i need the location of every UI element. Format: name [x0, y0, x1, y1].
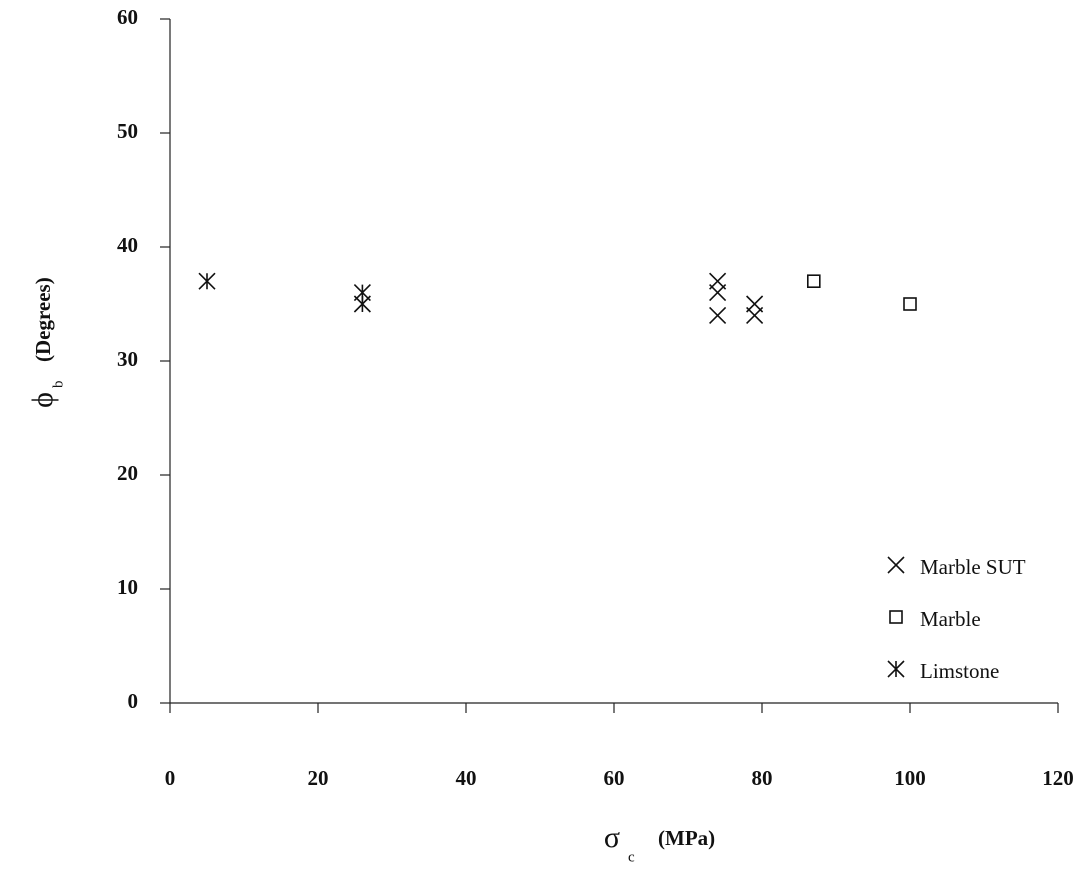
y-label-symbol: ϕ — [26, 392, 59, 408]
x-tick-label: 40 — [456, 766, 477, 790]
x-tick-label: 100 — [894, 766, 926, 790]
chart: ϕ b (Degrees) σ c (MPa) 0 10 20 30 40 50 60 0 20… — [0, 0, 1090, 892]
y-tick-label: 60 — [117, 5, 138, 29]
legend-text: Marble — [920, 607, 981, 631]
x-tick-label: 0 — [165, 766, 176, 790]
y-tick-label: 20 — [117, 461, 138, 485]
x-label-symbol: σ — [604, 821, 620, 854]
x-tick-label: 20 — [308, 766, 329, 790]
legend-text: Limstone — [920, 659, 999, 683]
y-label-subscript: b — [50, 381, 66, 389]
legend-text: Marble SUT — [920, 555, 1026, 579]
point — [904, 298, 916, 310]
point — [199, 273, 215, 289]
x-label-unit: (MPa) — [658, 826, 715, 850]
legend-marker — [888, 661, 904, 677]
point — [808, 275, 820, 287]
point — [747, 307, 763, 323]
x-tick-label: 120 — [1042, 766, 1074, 790]
x-tick-label: 60 — [604, 766, 625, 790]
point — [354, 296, 370, 312]
x-tick-label: 80 — [752, 766, 773, 790]
legend-marker — [888, 557, 904, 573]
legend-marker — [890, 611, 902, 623]
y-tick-label: 40 — [117, 233, 138, 257]
y-tick-label: 50 — [117, 119, 138, 143]
y-tick-label: 0 — [128, 689, 139, 713]
y-label-unit: (Degrees) — [31, 277, 55, 362]
y-tick-label: 30 — [117, 347, 138, 371]
point — [710, 307, 726, 323]
y-tick-label: 10 — [117, 575, 138, 599]
point — [710, 285, 726, 301]
y-axis-title: ϕ b (Degrees) — [26, 277, 67, 408]
x-label-subscript: c — [628, 849, 635, 865]
